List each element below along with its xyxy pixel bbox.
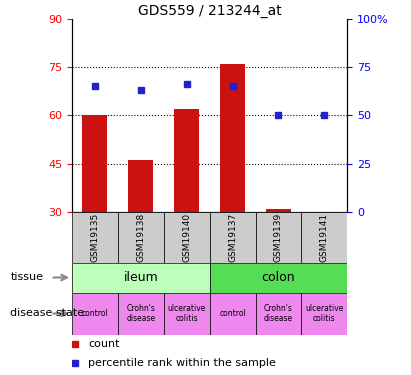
- Text: control: control: [81, 309, 108, 318]
- Title: GDS559 / 213244_at: GDS559 / 213244_at: [138, 4, 282, 18]
- Bar: [128, 160, 153, 212]
- Bar: [72, 262, 210, 292]
- Bar: [220, 64, 245, 212]
- Bar: [210, 212, 256, 262]
- Bar: [266, 209, 291, 212]
- Text: tissue: tissue: [10, 273, 43, 282]
- Bar: [164, 292, 210, 334]
- Text: ulcerative
colitis: ulcerative colitis: [167, 304, 206, 323]
- Text: GSM19140: GSM19140: [182, 213, 191, 262]
- Text: Crohn's
disease: Crohn's disease: [264, 304, 293, 323]
- Text: count: count: [88, 339, 120, 349]
- Bar: [210, 262, 347, 292]
- Bar: [118, 212, 164, 262]
- Bar: [72, 292, 118, 334]
- Text: disease state: disease state: [10, 309, 84, 318]
- Text: Crohn's
disease: Crohn's disease: [126, 304, 155, 323]
- Text: GSM19138: GSM19138: [136, 213, 145, 262]
- Bar: [256, 212, 301, 262]
- Bar: [164, 212, 210, 262]
- Text: GSM19141: GSM19141: [320, 213, 329, 262]
- Text: colon: colon: [262, 271, 295, 284]
- Bar: [301, 292, 347, 334]
- Text: percentile rank within the sample: percentile rank within the sample: [88, 358, 276, 368]
- Bar: [301, 212, 347, 262]
- Bar: [118, 292, 164, 334]
- Bar: [210, 292, 256, 334]
- Bar: [174, 109, 199, 212]
- Bar: [82, 116, 108, 212]
- Text: GSM19139: GSM19139: [274, 213, 283, 262]
- Text: GSM19137: GSM19137: [228, 213, 237, 262]
- Text: ileum: ileum: [123, 271, 158, 284]
- Text: GSM19135: GSM19135: [90, 213, 99, 262]
- Text: control: control: [219, 309, 246, 318]
- Text: ulcerative
colitis: ulcerative colitis: [305, 304, 344, 323]
- Bar: [72, 212, 118, 262]
- Bar: [256, 292, 301, 334]
